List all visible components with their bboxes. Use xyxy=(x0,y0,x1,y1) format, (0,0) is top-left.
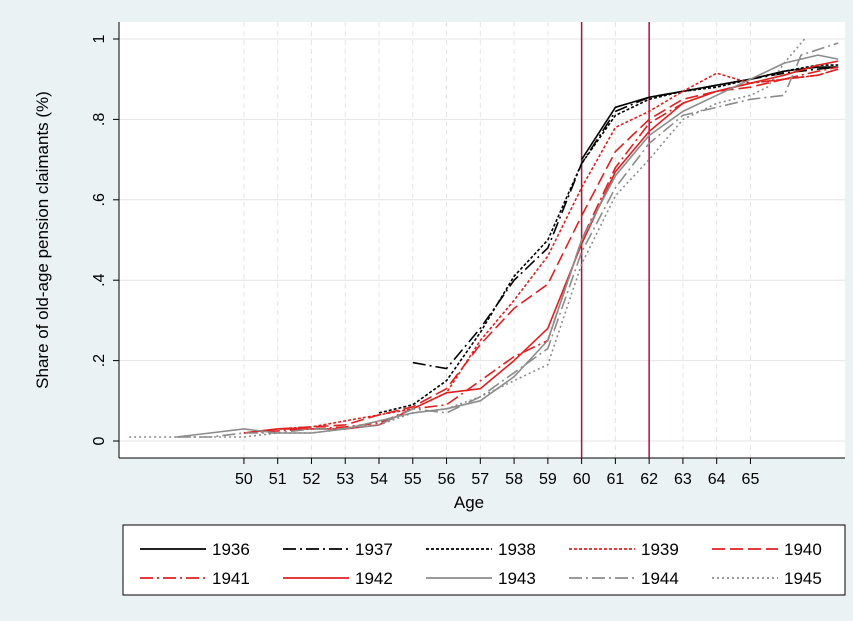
series-line-1938 xyxy=(378,64,839,414)
legend-label-1943: 1943 xyxy=(498,569,536,588)
legend-label-1937: 1937 xyxy=(355,540,393,559)
legend: 1936 1937 1938 1939 1940 1941 1942 1943 1944 1945 xyxy=(140,540,822,588)
legend-box xyxy=(122,524,846,596)
x-tick-label: 62 xyxy=(640,471,658,488)
x-tick-label: 51 xyxy=(269,471,287,488)
series-line-1944 xyxy=(176,42,839,438)
series-lines xyxy=(129,38,839,438)
y-tick-label: .2 xyxy=(91,354,108,367)
x-tick-label: 56 xyxy=(438,471,456,488)
y-tick-label: 1 xyxy=(91,34,108,43)
x-tick-label: 59 xyxy=(539,471,557,488)
legend-label-1944: 1944 xyxy=(641,569,679,588)
plot-area xyxy=(119,22,845,458)
x-tick-label: 61 xyxy=(606,471,624,488)
y-axis-label: Share of old-age pension claimants (%) xyxy=(33,91,52,389)
series-line-1939 xyxy=(243,68,839,434)
y-tick-label: .6 xyxy=(91,193,108,206)
y-tick-label: 0 xyxy=(91,436,108,445)
legend-label-1942: 1942 xyxy=(355,569,393,588)
x-tick-label: 64 xyxy=(708,471,726,488)
x-tick-label: 53 xyxy=(336,471,354,488)
y-tick-label: .8 xyxy=(91,113,108,126)
series-line-1937 xyxy=(412,66,839,370)
x-axis-label: Age xyxy=(454,493,484,512)
y-tick-label: .4 xyxy=(91,273,108,286)
legend-label-1940: 1940 xyxy=(784,540,822,559)
x-tick-label: 60 xyxy=(573,471,591,488)
x-tick-label: 54 xyxy=(370,471,388,488)
x-tick-label: 55 xyxy=(404,471,422,488)
x-tick-label: 63 xyxy=(674,471,692,488)
series-line-1945 xyxy=(129,38,806,438)
legend-label-1939: 1939 xyxy=(641,540,679,559)
series-line-1940 xyxy=(243,68,839,434)
x-tick-label: 52 xyxy=(303,471,321,488)
axes: 0 .2 .4 .6 .8 1 50 51 52 53 54 55 56 57 58 59 60 61 62 63 64… xyxy=(91,22,845,488)
x-tick-label: 65 xyxy=(742,471,760,488)
legend-label-1938: 1938 xyxy=(498,540,536,559)
legend-label-1936: 1936 xyxy=(212,540,250,559)
x-tick-label: 57 xyxy=(471,471,489,488)
legend-label-1945: 1945 xyxy=(784,569,822,588)
legend-label-1941: 1941 xyxy=(212,569,250,588)
x-tick-label: 50 xyxy=(235,471,253,488)
x-tick-label: 58 xyxy=(505,471,523,488)
